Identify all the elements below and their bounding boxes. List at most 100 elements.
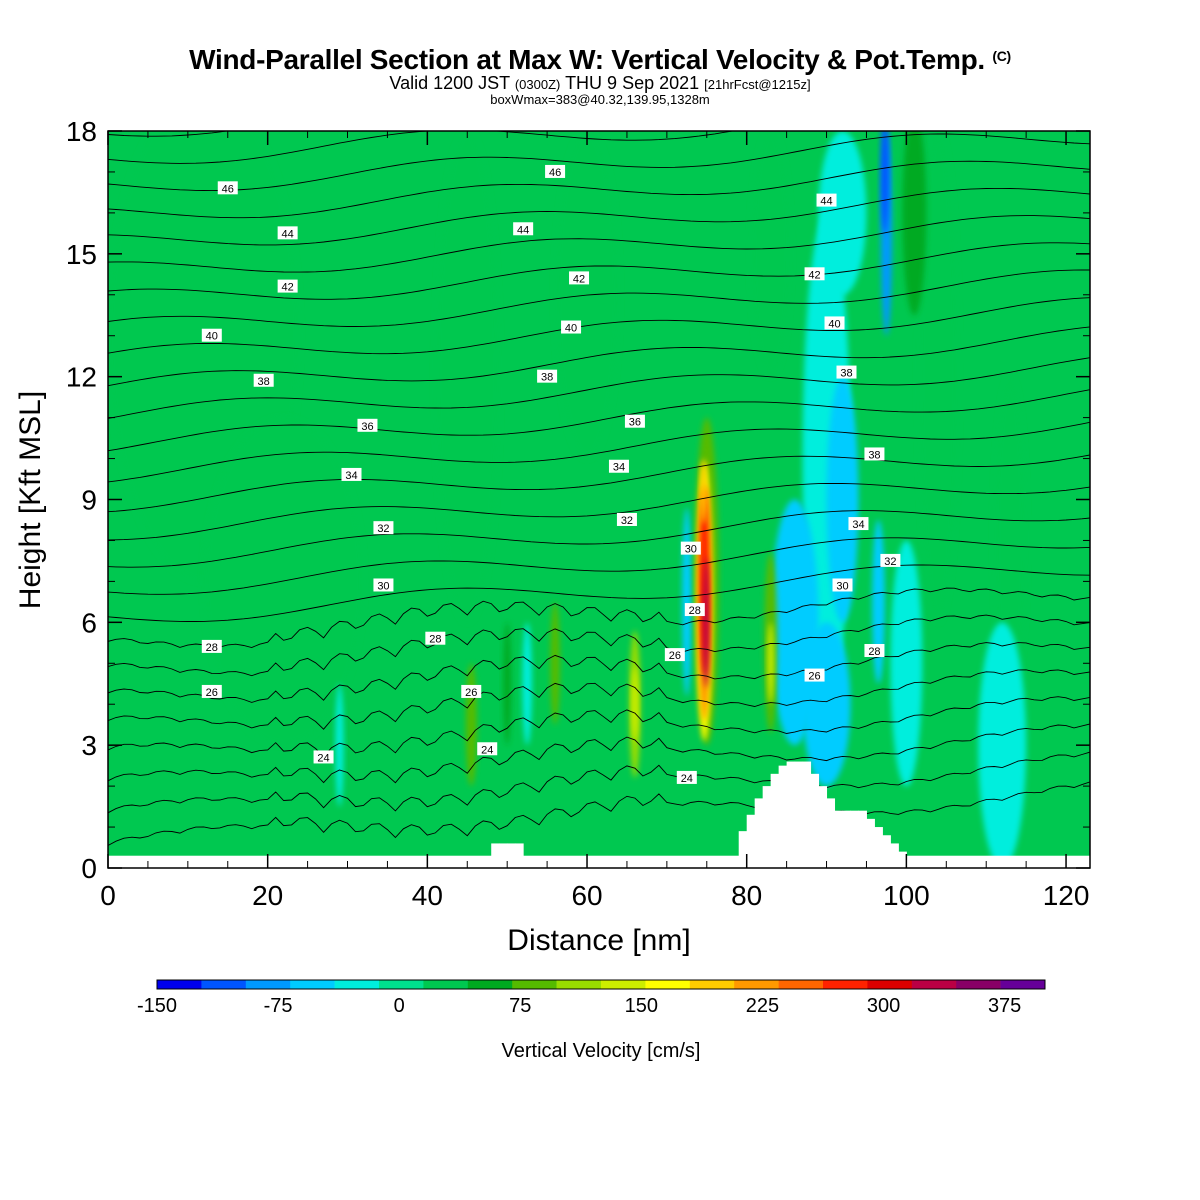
velocity-cell-2 xyxy=(435,131,500,623)
terrain-block xyxy=(882,835,891,868)
theta-label-bg xyxy=(201,328,222,342)
theta-label: 26 xyxy=(201,684,222,699)
velocity-cell-23 xyxy=(550,601,560,725)
y-tick-label: 6 xyxy=(81,607,97,638)
theta-label: 38 xyxy=(537,369,558,384)
theta-contour-line xyxy=(108,614,1090,677)
theta-contour-line xyxy=(108,482,1090,541)
theta-label: 44 xyxy=(513,222,534,236)
velocity-cell-32 xyxy=(702,556,710,688)
theta-label: 24 xyxy=(477,742,498,756)
theta-label-text: 38 xyxy=(541,372,553,384)
theta-contour-line xyxy=(108,537,1090,595)
theta-label-bg xyxy=(537,369,558,383)
theta-contour-line xyxy=(108,131,736,164)
theta-label-text: 36 xyxy=(361,421,373,433)
velocity-field xyxy=(108,131,1090,868)
theta-label-bg xyxy=(373,521,394,535)
terrain-base xyxy=(108,855,1090,868)
x-tick-label: 100 xyxy=(883,880,930,911)
theta-label-bg xyxy=(201,639,222,653)
colorbar-swatch xyxy=(823,980,868,989)
colorbar-tick-label: 300 xyxy=(867,995,900,1017)
theta-label: 34 xyxy=(608,459,629,474)
theta-label-bg xyxy=(201,684,222,698)
theta-label-text: 24 xyxy=(317,752,329,764)
theta-label-text: 26 xyxy=(669,650,681,662)
terrain-block xyxy=(786,761,796,868)
terrain-block xyxy=(794,761,804,868)
theta-label-bg xyxy=(880,553,901,567)
x-tick-label: 120 xyxy=(1043,880,1090,911)
terrain-block xyxy=(810,773,820,868)
theta-label: 26 xyxy=(461,684,482,699)
theta-label-text: 36 xyxy=(629,417,641,429)
velocity-cell-27 xyxy=(767,622,774,705)
theta-contour-line xyxy=(108,389,1090,452)
velocity-cell-17 xyxy=(682,507,692,697)
terrain-block xyxy=(762,786,772,868)
theta-label-text: 30 xyxy=(836,580,848,592)
theta-label: 24 xyxy=(676,770,697,785)
velocity-cell-25 xyxy=(631,667,639,742)
theta-label-text: 44 xyxy=(820,196,832,208)
theta-label-text: 46 xyxy=(222,183,234,195)
colorbar-swatch xyxy=(467,980,513,989)
theta-contour-labels: 46 44 42 40 38 36 34 32 30 28 26 24 28 26 24 46 44 42 40 38… xyxy=(201,164,901,785)
terrain-block xyxy=(507,843,516,868)
theta-label-text: 34 xyxy=(852,519,864,531)
theta-label-bg xyxy=(561,320,582,334)
velocity-cell-10 xyxy=(890,540,923,787)
velocity-cell-20 xyxy=(872,519,885,684)
theta-label: 46 xyxy=(217,181,238,195)
velocity-cell-4 xyxy=(750,131,791,377)
terrain-block xyxy=(850,810,859,868)
terrain-block xyxy=(842,810,851,868)
colorbar-swatch xyxy=(689,980,735,989)
theta-label-bg xyxy=(684,603,705,617)
terrain-block xyxy=(754,798,764,868)
theta-contour-line xyxy=(108,564,1090,622)
theta-label-bg xyxy=(676,770,697,784)
theta-contour-line xyxy=(108,781,1090,846)
colorbar-swatch xyxy=(556,980,602,989)
colorbar-swatch xyxy=(157,980,202,989)
colorbar-swatch xyxy=(734,980,779,989)
y-tick-label: 9 xyxy=(81,485,97,516)
colorbar-tick-label: 0 xyxy=(394,995,405,1017)
theta-label-text: 44 xyxy=(282,228,294,240)
theta-label: 28 xyxy=(201,639,222,654)
theta-label-text: 42 xyxy=(573,273,585,285)
theta-label: 40 xyxy=(201,328,222,343)
theta-label-text: 26 xyxy=(808,671,820,683)
theta-label-bg xyxy=(569,271,590,285)
theta-contour-line xyxy=(108,215,1090,273)
theta-contour-line xyxy=(108,587,1090,648)
theta-label: 38 xyxy=(253,373,274,388)
theta-label: 28 xyxy=(684,603,705,617)
y-axis-label: Height [Kft MSL] xyxy=(14,391,47,609)
theta-label-bg xyxy=(545,164,566,178)
theta-label-text: 38 xyxy=(840,368,852,380)
theta-label-text: 28 xyxy=(206,642,218,654)
valid-date: THU 9 Sep 2021 xyxy=(565,73,700,93)
colorbar-swatch xyxy=(423,980,469,989)
colorbar-tick-label: 150 xyxy=(625,995,658,1017)
colorbar-tick-label: 375 xyxy=(988,995,1021,1017)
theta-label-bg xyxy=(253,373,274,387)
theta-label-text: 44 xyxy=(517,224,529,236)
colorbar-swatch xyxy=(245,980,291,989)
theta-label-bg xyxy=(477,742,498,756)
x-tick-label: 0 xyxy=(100,880,116,911)
forecast-info: [21hrFcst@1215z] xyxy=(704,77,811,92)
theta-label-text: 42 xyxy=(282,282,294,294)
theta-contour-line xyxy=(108,669,1090,730)
velocity-cell-11 xyxy=(978,622,1027,868)
terrain-block xyxy=(770,773,780,868)
theta-label-text: 42 xyxy=(808,269,820,281)
theta-label-text: 26 xyxy=(465,687,477,699)
theta-label-bg xyxy=(608,459,629,473)
terrain-block xyxy=(818,786,828,868)
theta-contour-line xyxy=(108,642,1090,703)
colorbar-swatch xyxy=(334,980,380,989)
